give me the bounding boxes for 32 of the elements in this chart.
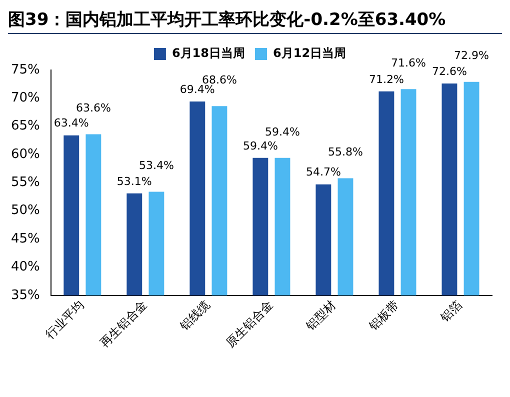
x-tick-label: 铝箔: [437, 298, 465, 326]
data-label: 53.1%: [116, 174, 152, 188]
x-tick-label: 铝板带: [366, 298, 402, 334]
y-tick-label: 55%: [10, 175, 40, 190]
data-label: 54.7%: [306, 166, 341, 179]
x-tick-label: 行业平均: [42, 298, 87, 342]
data-label: 63.4%: [54, 116, 89, 130]
legend-label: 6月12日当周: [273, 46, 346, 60]
y-tick-label: 45%: [10, 231, 40, 246]
chart-title: 图39：国内铝加工平均开工率环比变化-0.2%至63.40%: [8, 8, 502, 34]
y-tick-label: 40%: [10, 260, 40, 275]
data-label: 69.4%: [180, 82, 215, 96]
legend-label: 6月18日当周: [172, 46, 246, 60]
y-tick-label: 60%: [10, 146, 40, 162]
data-label: 71.6%: [391, 56, 426, 70]
y-tick-label: 50%: [10, 203, 40, 218]
data-label: 59.4%: [265, 125, 300, 138]
y-tick-label: 65%: [10, 118, 40, 134]
data-label: 55.8%: [328, 146, 363, 159]
data-label: 63.6%: [76, 102, 111, 115]
data-label: 59.4%: [242, 139, 278, 152]
data-label: 71.2%: [368, 72, 404, 86]
x-tick-label: 铝型材: [302, 298, 339, 334]
data-label: 72.9%: [454, 49, 489, 62]
y-tick-label: 75%: [10, 62, 40, 78]
y-tick-label: 70%: [10, 90, 40, 106]
x-tick-label: 原生铝合金: [223, 298, 276, 350]
y-tick-label: 35%: [10, 288, 40, 303]
data-label: 72.6%: [432, 64, 467, 78]
x-tick-label: 再生铝合金: [97, 298, 150, 350]
data-label: 53.4%: [138, 159, 174, 172]
x-tick-label: 铝线缆: [176, 298, 213, 334]
